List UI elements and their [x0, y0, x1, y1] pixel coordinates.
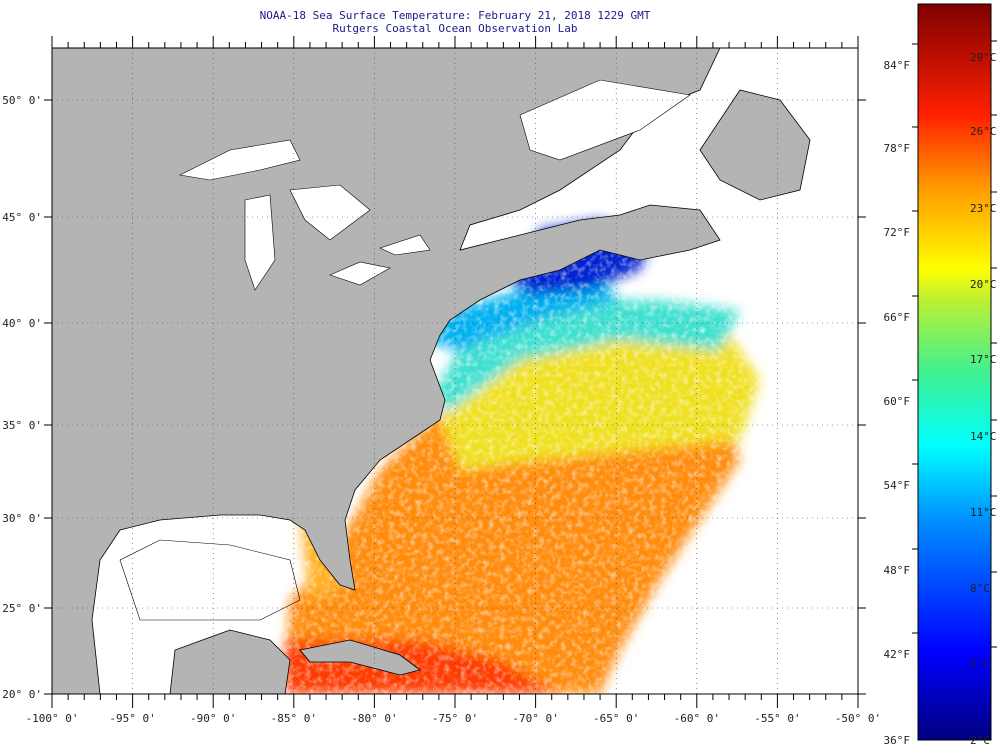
- lat-label: 50° 0': [2, 94, 42, 107]
- lon-label: -60° 0': [674, 712, 720, 725]
- celsius-label: 8°C: [970, 582, 990, 595]
- newfoundland: [699, 89, 811, 201]
- celsius-label: 26°C: [970, 125, 997, 138]
- fahrenheit-label: 84°F: [884, 59, 911, 72]
- lon-label: -50° 0': [835, 712, 881, 725]
- fahrenheit-label: 72°F: [884, 226, 911, 239]
- lon-label: -85° 0': [271, 712, 317, 725]
- yucatan: [169, 629, 291, 694]
- lon-label: -70° 0': [512, 712, 558, 725]
- map-subtitle: Rutgers Coastal Ocean Observation Lab: [332, 22, 578, 35]
- celsius-label: 11°C: [970, 506, 997, 519]
- fahrenheit-label: 36°F: [884, 734, 911, 747]
- lon-label: -65° 0': [593, 712, 639, 725]
- cuba: [299, 639, 421, 676]
- celsius-label: 20°C: [970, 278, 997, 291]
- celsius-label: 17°C: [970, 353, 997, 366]
- fahrenheit-label: 54°F: [884, 479, 911, 492]
- celsius-label: 23°C: [970, 202, 997, 215]
- lat-label: 40° 0': [2, 317, 42, 330]
- lon-label: -95° 0': [109, 712, 155, 725]
- celsius-label: 29°C: [970, 51, 997, 64]
- lat-label: 30° 0': [2, 512, 42, 525]
- lon-label: -100° 0': [26, 712, 79, 725]
- celsius-label: 14°C: [970, 430, 997, 443]
- fahrenheit-label: 60°F: [884, 395, 911, 408]
- lat-label: 25° 0': [2, 602, 42, 615]
- lat-label: 45° 0': [2, 211, 42, 224]
- lat-label: 35° 0': [2, 419, 42, 432]
- fahrenheit-label: 78°F: [884, 142, 911, 155]
- land-mass: [52, 48, 721, 694]
- lon-label: -90° 0': [190, 712, 236, 725]
- map-frame: [52, 48, 858, 694]
- fahrenheit-label: 66°F: [884, 311, 911, 324]
- fahrenheit-label: 42°F: [884, 648, 911, 661]
- celsius-label: 5°C: [970, 657, 990, 670]
- axes: -100° 0' -95° 0' -90° 0' -85° 0' -80° 0' -75°…: [2, 36, 881, 725]
- lon-label: -55° 0': [754, 712, 800, 725]
- lon-label: -80° 0': [351, 712, 397, 725]
- colorbar: [917, 3, 992, 741]
- map-title: NOAA-18 Sea Surface Temperature: Februar…: [259, 9, 651, 22]
- lon-label: -75° 0': [432, 712, 478, 725]
- lat-label: 20° 0': [2, 688, 42, 701]
- colorbar-ticks: 84°F 78°F 72°F 66°F 60°F 54°F 48°F 42°F 36°F 29°C…: [884, 40, 997, 747]
- celsius-label: 2°C: [970, 734, 990, 747]
- fahrenheit-label: 48°F: [884, 564, 911, 577]
